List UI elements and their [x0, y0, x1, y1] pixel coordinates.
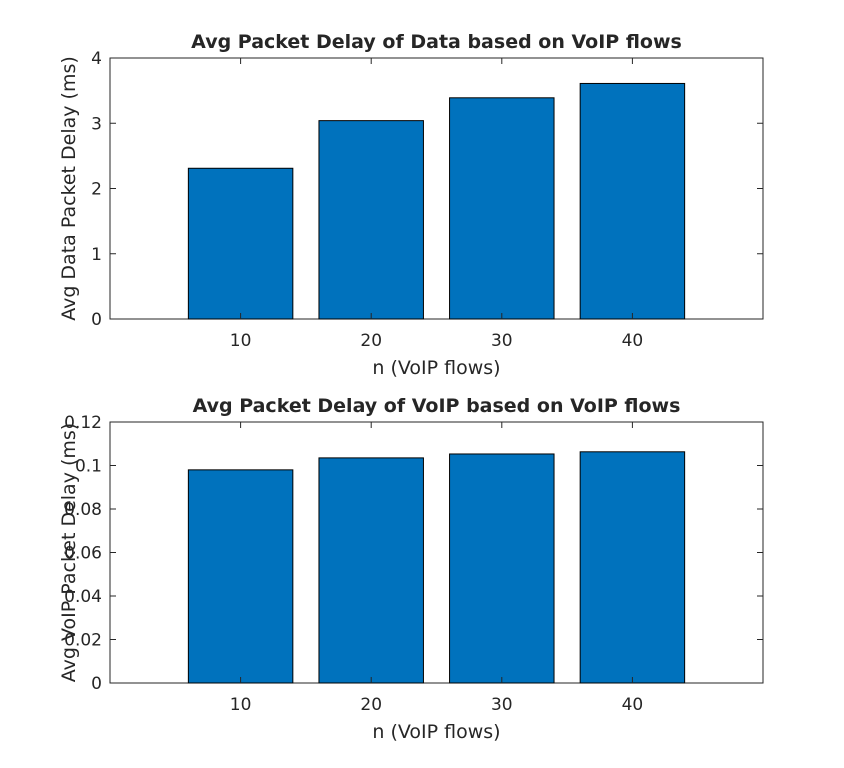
y-tick-label-3: 3: [91, 114, 102, 134]
x-axis-label: n (VoIP flows): [372, 721, 500, 743]
chart-title: Avg Packet Delay of Data based on VoIP f…: [191, 31, 682, 53]
x-tick-label-30: 30: [491, 695, 513, 715]
y-tick-label-1: 1: [91, 245, 102, 265]
x-axis-ticks: 10 20 30 40: [230, 422, 643, 715]
x-axis-label: n (VoIP flows): [372, 357, 500, 379]
x-tick-label-10: 10: [230, 695, 252, 715]
y-tick-label-0: 0: [91, 310, 102, 330]
voip-delay-chart: 10 20 30 40 0 0.02 0.04 0.06 0.08 0.1 0.12 Avg Pa…: [58, 395, 764, 743]
bar-40: [579, 451, 686, 684]
bar-10: [187, 167, 294, 320]
bar-30: [449, 453, 555, 684]
y-axis-label: Avg Data Packet Delay (ms): [58, 56, 80, 321]
y-tick-label-0: 0: [91, 674, 102, 694]
x-tick-label-20: 20: [360, 695, 382, 715]
x-tick-label-40: 40: [622, 695, 644, 715]
bar-20: [318, 457, 424, 684]
y-tick-label-2: 2: [91, 180, 102, 200]
y-axis-ticks: 0 1 2 3 4: [91, 49, 763, 330]
y-tick-label-5: 0.1: [75, 457, 102, 477]
x-axis-ticks: 10 20 30 40: [230, 58, 643, 351]
bar-30: [449, 97, 555, 320]
bar-10: [187, 469, 294, 684]
y-tick-label-2: 0.04: [64, 587, 102, 607]
x-tick-label-40: 40: [622, 331, 644, 351]
y-axis-label: Avg VoIP Packet Delay (ms): [58, 423, 80, 682]
y-tick-label-4: 0.08: [64, 500, 102, 520]
chart-title: Avg Packet Delay of VoIP based on VoIP f…: [193, 395, 681, 417]
x-tick-label-10: 10: [230, 331, 252, 351]
y-tick-label-1: 0.02: [64, 631, 102, 651]
y-tick-label-3: 0.06: [64, 544, 102, 564]
x-tick-label-20: 20: [360, 331, 382, 351]
y-tick-label-4: 4: [91, 49, 102, 69]
bars: [187, 451, 686, 684]
bar-20: [318, 120, 424, 320]
y-axis-ticks: 0 0.02 0.04 0.06 0.08 0.1 0.12: [64, 413, 763, 694]
data-delay-chart: 10 20 30 40 0 1 2 3 4 Avg Packet Delay of Data …: [58, 31, 764, 379]
bar-40: [579, 82, 686, 320]
x-tick-label-30: 30: [491, 331, 513, 351]
bars: [187, 82, 686, 320]
y-tick-label-6: 0.12: [64, 413, 102, 433]
